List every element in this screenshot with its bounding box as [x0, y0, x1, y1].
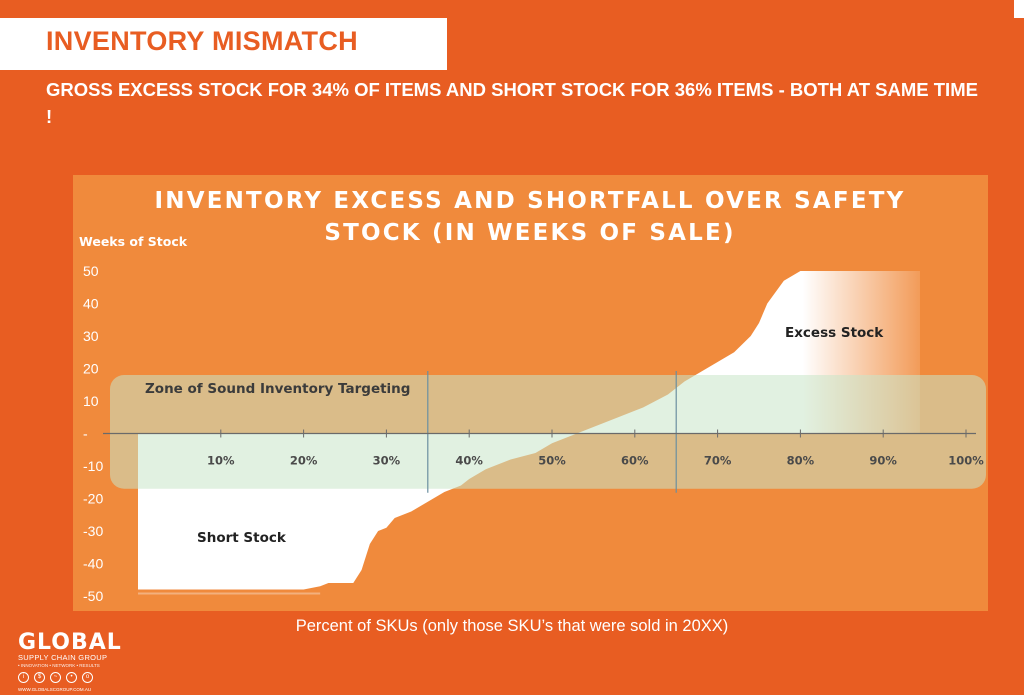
dollar-icon: $ [34, 672, 45, 683]
zone-band [110, 375, 986, 489]
zone-label: Zone of Sound Inventory Targeting [145, 381, 410, 397]
slide-subtitle: GROSS EXCESS STOCK FOR 34% OF ITEMS AND … [46, 79, 978, 127]
logo-icon-row: i $ ~ • o [18, 672, 122, 683]
stock-curve-area [138, 271, 920, 590]
x-tick-label: 70% [704, 454, 732, 468]
excess-stock-label: Excess Stock [785, 325, 884, 341]
network-icon: • [66, 672, 77, 683]
x-tick-label: 10% [207, 454, 235, 468]
title-banner [0, 18, 447, 70]
logo-tags: • INNOVATION • NETWORK • RESULTS [18, 663, 100, 668]
y-tick-label: 10 [83, 393, 99, 409]
logo-tagline: SUPPLY CHAIN GROUP [18, 653, 108, 662]
chart-panel: INVENTORY EXCESS AND SHORTFALL OVER SAFE… [73, 175, 988, 611]
x-tick-label: 50% [538, 454, 566, 468]
x-tick-label: 60% [621, 454, 649, 468]
y-axis-label: Weeks of Stock [79, 234, 188, 249]
y-tick-label: 40 [83, 296, 99, 312]
y-tick-label: -30 [83, 523, 103, 539]
short-stock-label: Short Stock [197, 530, 287, 546]
y-tick-label: 20 [83, 361, 99, 377]
chart-icon: ~ [50, 672, 61, 683]
corner-mark [1014, 0, 1024, 18]
y-tick-label: -50 [83, 588, 103, 604]
y-tick-label: -40 [83, 556, 103, 572]
x-tick-label: 30% [373, 454, 401, 468]
y-tick-label: -10 [83, 458, 103, 474]
inventory-chart: INVENTORY EXCESS AND SHORTFALL OVER SAFE… [79, 188, 986, 604]
y-tick-label: 50 [83, 263, 99, 279]
chart-title-line-1: INVENTORY EXCESS AND SHORTFALL OVER SAFE… [154, 188, 905, 214]
chart-title-line-2: STOCK (IN WEEKS OF SALE) [324, 220, 735, 246]
logo-name: GLOBAL [18, 630, 122, 655]
x-tick-label: 100% [948, 454, 984, 468]
globe-icon: o [82, 672, 93, 683]
bulb-icon: i [18, 672, 29, 683]
x-tick-label: 90% [869, 454, 897, 468]
y-tick-label: 30 [83, 328, 99, 344]
slide-title: INVENTORY MISMATCH [46, 26, 358, 56]
x-axis-caption: Percent of SKUs (only those SKU’s that w… [295, 617, 729, 635]
company-logo: GLOBAL SUPPLY CHAIN GROUP • INNOVATION •… [18, 630, 122, 692]
x-tick-label: 80% [787, 454, 815, 468]
x-tick-label: 20% [290, 454, 318, 468]
y-tick-label: -20 [83, 491, 103, 507]
logo-url: WWW.GLOBALSCGROUP.COM.AU [18, 687, 92, 692]
y-tick-label: - [83, 426, 88, 442]
x-tick-label: 40% [455, 454, 483, 468]
